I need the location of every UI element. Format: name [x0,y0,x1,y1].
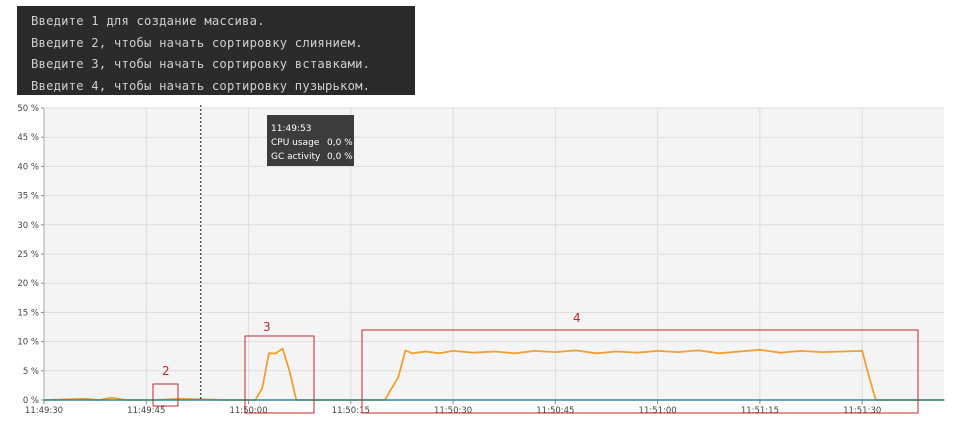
series-lines [43,347,945,401]
tooltip-gc-value: 0,0 % [327,152,353,162]
x-tick-label: 11:51:00 [639,406,677,416]
data-point [738,350,741,353]
data-point [718,352,720,354]
data-point [404,349,406,351]
annotation-label: 4 [573,311,581,325]
y-tick-label: 5 % [23,367,39,377]
tooltip-gc-label: GC activity [271,152,321,162]
data-point [111,397,113,399]
data-point [513,352,516,354]
console-line: Введите 4, чтобы начать сортировку пузыр… [31,78,371,93]
annotation-box [152,383,179,407]
x-tick-label: 11:50:00 [229,406,267,416]
y-tick-label: 35 % [17,192,39,202]
data-point [759,349,761,351]
data-point [861,350,863,352]
console-output: Введите 1 для создание массива. Введите … [17,6,415,95]
data-point [868,376,870,378]
data-point [575,349,577,351]
data-point [636,352,638,354]
y-tick-label: 20 % [17,279,39,289]
data-point [179,398,181,400]
data-point [84,398,86,400]
y-tick-label: 45 % [17,133,39,143]
y-tick-label: 25 % [17,250,39,260]
x-tick-label: 11:51:15 [741,406,779,416]
data-point [677,351,679,353]
data-point [472,352,475,354]
console-line: Введите 3, чтобы начать сортировку встав… [31,57,371,72]
y-tick-label: 40 % [17,162,39,172]
data-point [554,351,557,353]
x-tick-label: 11:49:30 [25,406,63,416]
data-point [534,350,536,352]
data-point [288,370,291,372]
series-gc-activity [43,399,945,401]
tooltip-cpu-label: CPU usage [271,138,320,148]
data-point [43,399,45,401]
data-point [779,352,782,354]
data-point [425,350,427,353]
annotation-2: 2 [152,364,179,407]
data-point [452,350,454,352]
data-point [275,352,277,354]
tooltip-time: 11:49:53 [271,124,311,134]
tooltip-box [267,115,354,166]
data-point [282,348,284,350]
data-point [657,350,659,352]
data-point [411,352,413,354]
y-tick-label: 50 % [17,104,39,114]
data-point [616,350,618,353]
annotation-label: 2 [162,364,170,378]
y-tick-label: 0 % [23,396,39,406]
x-tick-label: 11:50:15 [332,406,370,416]
tooltip: 11:49:53 CPU usage 0,0 % GC activity 0,0… [267,115,354,166]
data-point [800,350,802,352]
annotation-label: 3 [263,320,271,334]
annotation-box [244,335,315,414]
tooltip-cpu-value: 0,0 % [327,138,353,148]
data-point [397,376,400,378]
data-point [493,350,495,353]
annotation-box [361,329,919,414]
x-tick-label: 11:49:45 [127,406,165,416]
data-point [261,387,263,389]
x-tick-label: 11:51:30 [843,406,881,416]
data-point [595,352,597,354]
cpu-usage-chart[interactable]: 0 % 5 % 10 % 15 % 20 % 25 % 30 % 35 % 40 % 45 % 50… [0,100,963,423]
annotation-3: 3 [244,320,315,414]
y-tick-label: 15 % [17,308,39,318]
console-line: Введите 1 для создание массива. [31,14,265,28]
y-tick-label: 10 % [17,338,39,348]
data-point [697,349,700,351]
y-axis: 0 % 5 % 10 % 15 % 20 % 25 % 30 % 35 % 40 % 45 % 50… [17,104,45,406]
data-point [268,352,270,354]
console-line: Введите 2, чтобы начать сортировку слиян… [31,35,363,50]
x-tick-label: 11:50:30 [434,406,472,416]
data-point [943,399,945,401]
x-tick-label: 11:50:45 [536,406,574,416]
data-point [841,350,843,353]
data-point [820,351,822,353]
y-tick-label: 30 % [17,221,39,231]
annotation-4: 4 [361,311,919,414]
data-point [438,352,441,354]
chart-canvas[interactable]: 0 % 5 % 10 % 15 % 20 % 25 % 30 % 35 % 40 % 45 % 50… [0,100,963,423]
